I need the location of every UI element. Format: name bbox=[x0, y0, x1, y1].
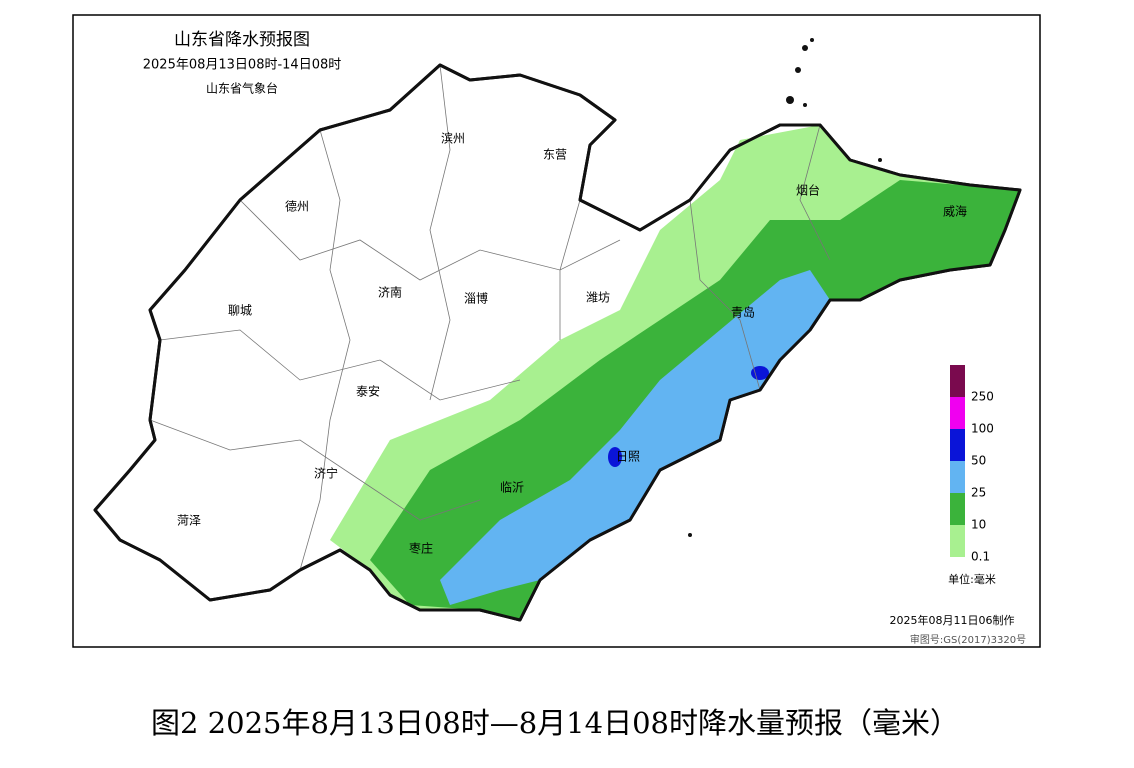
city-label: 威海 bbox=[943, 204, 967, 219]
city-label: 烟台 bbox=[796, 183, 820, 198]
caption: 图2 2025年8月13日08时—8月14日08时降水量预报（毫米） bbox=[151, 706, 959, 740]
map-title: 山东省降水预报图 bbox=[174, 30, 310, 50]
city-label: 东营 bbox=[543, 148, 567, 162]
legend: 250 100 50 25 10 0.1 bbox=[950, 365, 994, 564]
legend-swatch bbox=[950, 429, 965, 461]
rain-50 bbox=[751, 366, 769, 380]
legend-label: 100 bbox=[971, 422, 994, 436]
islands bbox=[688, 38, 882, 537]
map-subtitle: 2025年08月13日08时-14日08时 bbox=[143, 58, 342, 73]
city-label: 枣庄 bbox=[409, 541, 433, 556]
city-label: 潍坊 bbox=[586, 290, 610, 305]
legend-label: 50 bbox=[971, 454, 986, 468]
city-label: 菏泽 bbox=[177, 514, 201, 528]
city-label: 青岛 bbox=[731, 305, 755, 320]
city-label: 淄博 bbox=[464, 291, 488, 306]
legend-swatch bbox=[950, 365, 965, 397]
legend-label: 250 bbox=[971, 390, 994, 404]
province-outline bbox=[93, 63, 1022, 622]
legend-swatch bbox=[950, 397, 965, 429]
rain-25 bbox=[440, 270, 830, 605]
legend-swatch bbox=[950, 493, 965, 525]
legend-unit: 单位:毫米 bbox=[948, 572, 996, 586]
rain-50 bbox=[608, 447, 622, 467]
legend-label: 10 bbox=[971, 518, 986, 532]
city-label: 聊城 bbox=[228, 304, 252, 318]
city-label: 济南 bbox=[378, 285, 402, 300]
city-label: 滨州 bbox=[441, 131, 465, 146]
city-label: 泰安 bbox=[356, 384, 380, 399]
legend-swatch bbox=[950, 525, 965, 557]
legend-swatch bbox=[950, 461, 965, 493]
city-label: 临沂 bbox=[500, 481, 524, 495]
city-label: 日照 bbox=[616, 450, 640, 464]
made-date: 2025年08月11日06制作 bbox=[890, 613, 1015, 627]
legend-label: 25 bbox=[971, 486, 986, 500]
city-label: 济宁 bbox=[314, 466, 338, 481]
approval-number: 审图号:GS(2017)3320号 bbox=[910, 633, 1026, 646]
legend-label: 0.1 bbox=[971, 550, 990, 564]
map bbox=[93, 38, 1022, 622]
city-label: 德州 bbox=[285, 199, 309, 214]
map-issuer: 山东省气象台 bbox=[206, 81, 278, 96]
county-borders bbox=[149, 64, 831, 571]
